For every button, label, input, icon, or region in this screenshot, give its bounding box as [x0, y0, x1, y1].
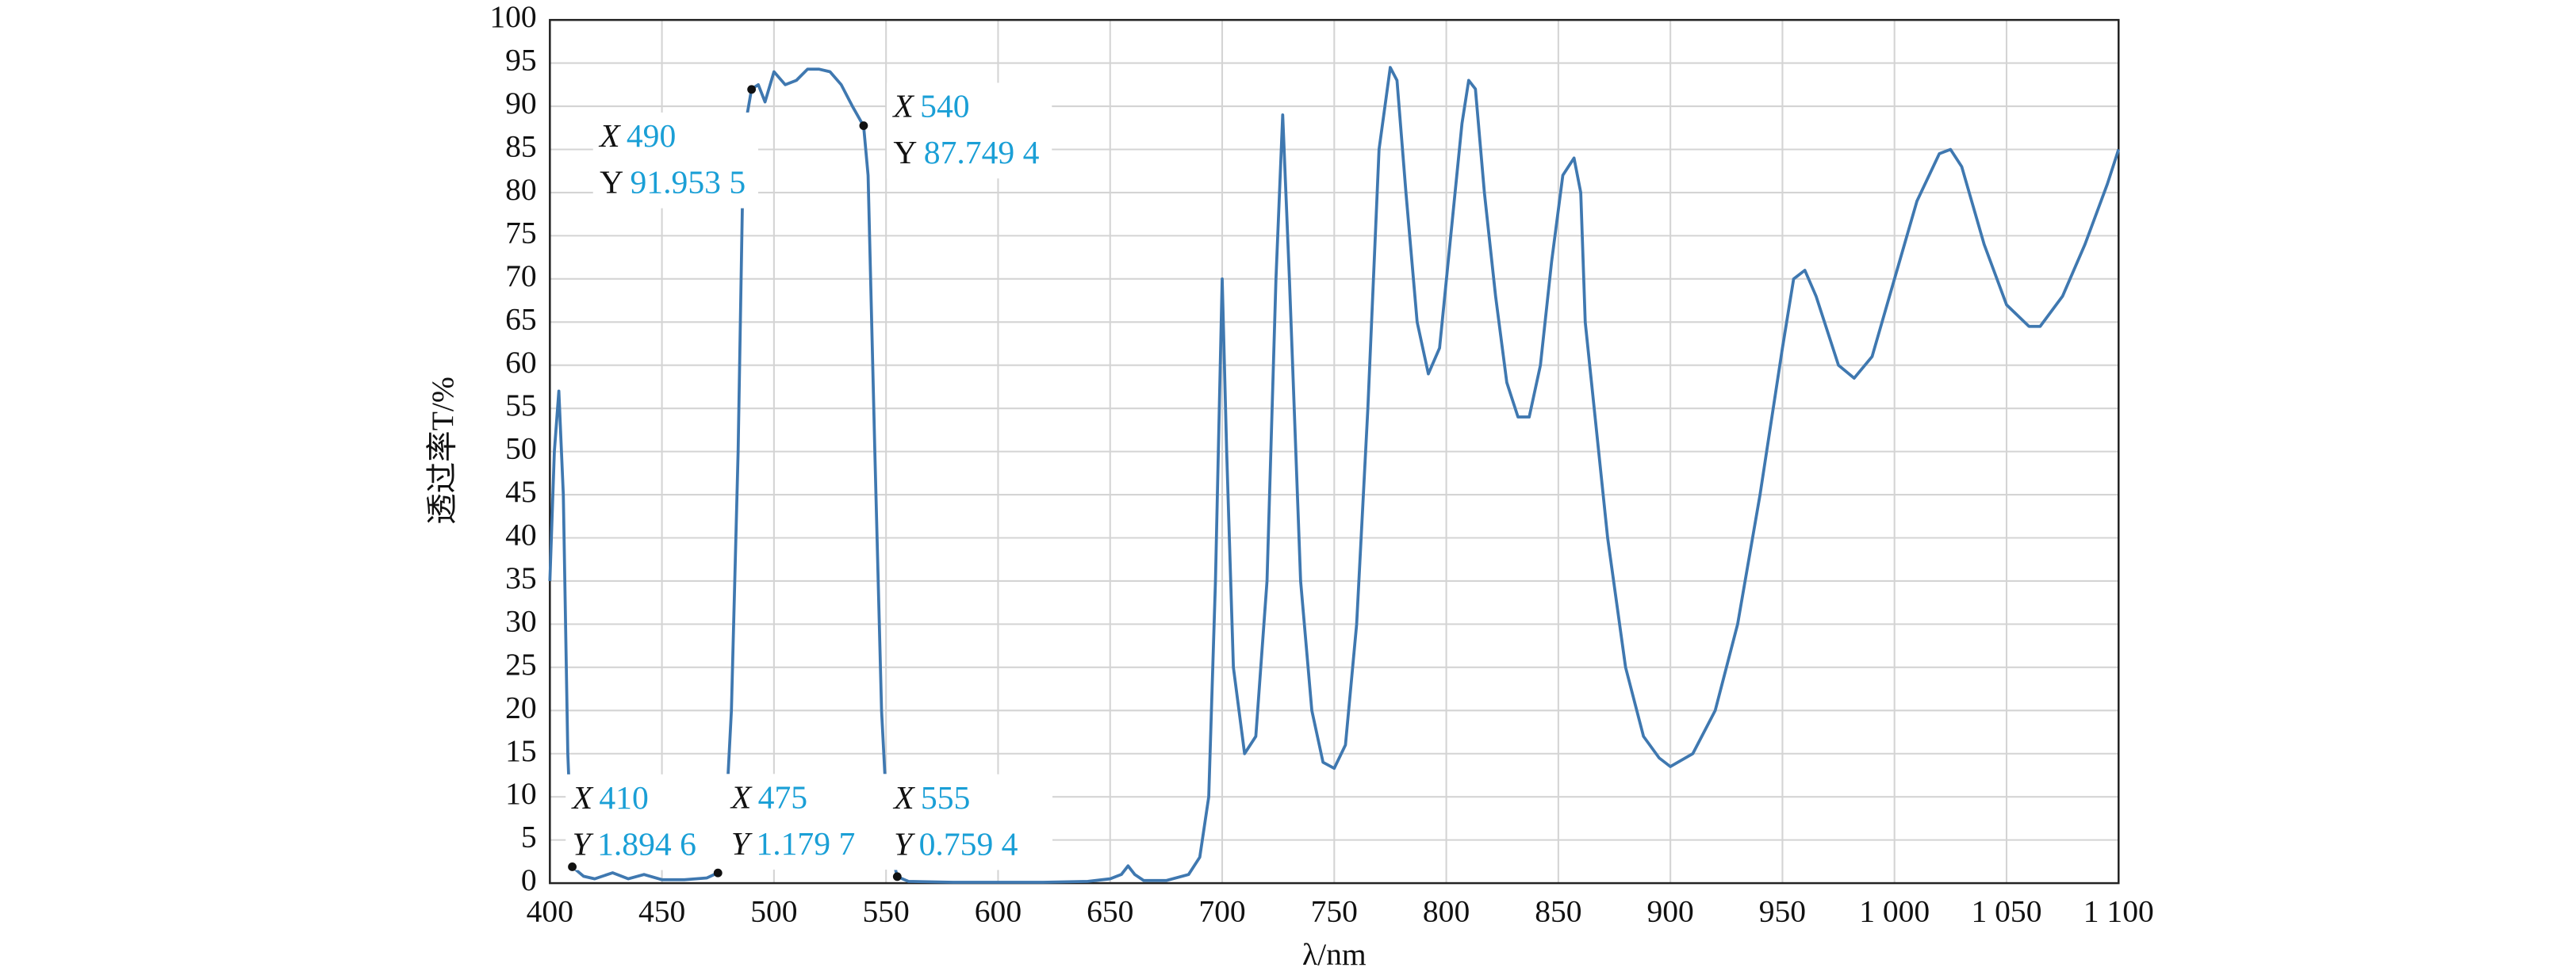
annotation-x: X 475 — [730, 779, 807, 816]
x-tick-label: 1 000 — [1859, 894, 1930, 929]
y-tick-label: 75 — [505, 215, 537, 250]
x-tick-label: 950 — [1759, 894, 1806, 929]
annotation-x: X 555 — [892, 780, 970, 816]
y-tick-label: 25 — [505, 647, 537, 682]
annotation-point — [568, 862, 577, 871]
y-tick-label: 95 — [505, 43, 537, 78]
annotation-y-name: Y — [600, 164, 623, 201]
annotation-point — [859, 121, 868, 130]
annotation-point — [747, 85, 757, 94]
annotation-x-name: X — [598, 118, 621, 155]
x-tick-label: 600 — [975, 894, 1022, 929]
annotation-x-value: 410 — [599, 780, 648, 816]
annotation-y-name: Y — [893, 135, 917, 171]
annotation-x-value: 540 — [920, 88, 969, 124]
annotation-box — [887, 82, 1052, 179]
annotation-box — [724, 774, 890, 870]
annotation-x: X 490 — [598, 118, 676, 155]
annotation-y-value: 0.759 4 — [919, 826, 1018, 862]
y-tick-label: 50 — [505, 431, 537, 466]
x-tick-label: 500 — [750, 894, 797, 929]
x-tick-label: 700 — [1198, 894, 1245, 929]
x-tick-label: 1 100 — [2083, 894, 2154, 929]
annotation-x-value: 475 — [758, 779, 807, 816]
annotation-x-name: X — [571, 780, 594, 816]
x-tick-label: 800 — [1423, 894, 1470, 929]
annotation-y-name: Y — [894, 826, 915, 862]
annotation-y-name: Y — [731, 825, 753, 862]
y-tick-label: 10 — [505, 776, 537, 811]
annotation-y-value: 1.179 7 — [756, 825, 855, 862]
y-tick-label: 15 — [505, 733, 537, 768]
annotation-y: Y 0.759 4 — [894, 826, 1018, 862]
annotation-x: X 540 — [891, 88, 969, 124]
annotation-y-value: 87.749 4 — [924, 135, 1040, 171]
y-tick-label: 20 — [505, 690, 537, 725]
annotation-y: Y 91.953 5 — [600, 164, 746, 201]
y-tick-label: 40 — [505, 518, 537, 553]
annotation-x: X 410 — [571, 780, 649, 816]
annotation-x-value: 555 — [921, 780, 970, 816]
annotation-y-value: 1.894 6 — [597, 826, 696, 862]
annotation-y-name: Y — [573, 826, 594, 862]
y-tick-label: 80 — [505, 172, 537, 207]
y-tick-label: 5 — [521, 820, 537, 855]
y-tick-label: 65 — [505, 301, 537, 336]
x-tick-label: 1 050 — [1971, 894, 2041, 929]
annotation-x-name: X — [730, 779, 753, 816]
annotation-y: Y 87.749 4 — [893, 135, 1039, 171]
y-tick-label: 45 — [505, 474, 537, 509]
y-tick-label: 55 — [505, 388, 537, 423]
x-tick-label: 450 — [638, 894, 685, 929]
annotation-y: Y 1.179 7 — [731, 825, 855, 862]
x-tick-label: 750 — [1311, 894, 1358, 929]
y-tick-label: 100 — [489, 0, 536, 34]
plot-frame — [549, 18, 2120, 885]
x-tick-label: 550 — [863, 894, 910, 929]
annotation-point — [713, 868, 723, 878]
x-tick-label: 650 — [1087, 894, 1133, 929]
y-tick-label: 70 — [505, 258, 537, 293]
annotation-box — [565, 774, 731, 870]
annotation-box — [887, 774, 1053, 870]
annotation-x-value: 490 — [627, 118, 676, 155]
x-tick-label: 850 — [1535, 894, 1581, 929]
y-tick-label: 35 — [505, 560, 537, 595]
annotation-point — [892, 872, 902, 881]
annotation-x-name: X — [892, 780, 915, 816]
y-tick-label: 85 — [505, 129, 537, 164]
y-tick-label: 60 — [505, 345, 537, 380]
y-tick-label: 90 — [505, 86, 537, 120]
x-tick-label: 900 — [1646, 894, 1693, 929]
y-axis-label: 透过率T/% — [425, 377, 460, 525]
x-axis-label: λ/nm — [1302, 937, 1367, 972]
x-tick-label: 400 — [527, 894, 573, 929]
annotation-y: Y 1.894 6 — [573, 826, 696, 862]
annotation-x-name: X — [891, 88, 914, 124]
y-tick-label: 30 — [505, 603, 537, 638]
annotation-box — [592, 112, 758, 208]
annotation-y-value: 91.953 5 — [630, 164, 746, 201]
y-tick-label: 0 — [521, 862, 537, 897]
